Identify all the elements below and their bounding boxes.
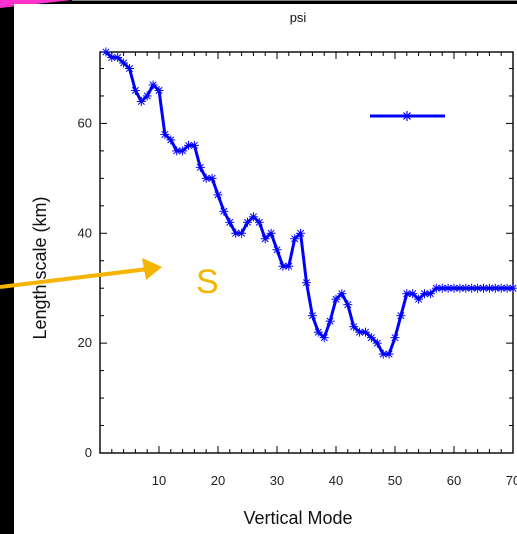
data-point xyxy=(325,316,335,326)
data-point xyxy=(219,206,229,216)
data-point xyxy=(349,322,359,332)
data-point xyxy=(302,278,311,288)
tick-labels: 10 20 30 40 50 60 70 0 20 40 60 xyxy=(78,115,517,488)
x-axis-title: Vertical Mode xyxy=(243,508,352,528)
y-tick-label: 20 xyxy=(78,335,92,350)
data-point xyxy=(307,311,317,321)
data-point xyxy=(243,217,252,227)
x-tick-label: 40 xyxy=(329,473,343,488)
data-point xyxy=(331,294,341,304)
data-point xyxy=(313,327,323,337)
data-point xyxy=(467,283,477,293)
data-point xyxy=(361,327,370,337)
data-point xyxy=(473,283,483,293)
data-point xyxy=(148,80,158,90)
data-point xyxy=(107,52,117,62)
overlay-arrow xyxy=(0,258,162,289)
overlay-letter: S xyxy=(196,263,219,301)
data-point xyxy=(343,300,353,310)
data-point xyxy=(290,234,300,244)
data-point xyxy=(260,234,270,244)
legend xyxy=(370,111,445,121)
data-point xyxy=(225,217,235,227)
data-point xyxy=(355,327,365,337)
data-point xyxy=(119,58,129,68)
chart-title: psi xyxy=(290,10,307,25)
x-tick-label: 30 xyxy=(270,473,284,488)
data-point xyxy=(142,91,152,101)
data-point xyxy=(113,52,123,62)
data-point xyxy=(178,146,188,156)
data-point xyxy=(372,338,382,348)
x-tick-label: 20 xyxy=(211,473,225,488)
data-point xyxy=(189,140,199,150)
tick-marks xyxy=(100,52,514,454)
data-point xyxy=(101,47,111,57)
series-layer xyxy=(101,47,517,359)
x-tick-label: 60 xyxy=(447,473,461,488)
data-point xyxy=(408,289,418,299)
x-tick-label: 10 xyxy=(152,473,166,488)
data-point xyxy=(284,261,294,271)
plot-frame xyxy=(99,51,514,454)
data-point xyxy=(237,228,247,238)
data-point xyxy=(136,96,146,106)
y-tick-label: 40 xyxy=(78,225,92,240)
y-tick-label: 60 xyxy=(78,115,92,130)
x-tick-label: 50 xyxy=(388,473,402,488)
data-point xyxy=(366,333,376,343)
data-point xyxy=(384,349,394,359)
data-point xyxy=(496,283,506,293)
data-point xyxy=(420,289,429,299)
figure-panel xyxy=(14,4,517,534)
data-point xyxy=(130,85,140,95)
data-point xyxy=(461,283,471,293)
data-point xyxy=(508,283,517,293)
data-point xyxy=(425,289,435,299)
data-point xyxy=(184,140,193,150)
data-point xyxy=(166,135,176,145)
data-point xyxy=(213,190,223,200)
data-point xyxy=(195,162,205,172)
data-point xyxy=(272,245,282,255)
data-point xyxy=(125,63,134,73)
y-tick-label: 0 xyxy=(85,445,92,460)
data-point xyxy=(378,349,388,359)
y-axis-title: Length scale (km) xyxy=(30,196,50,339)
data-point xyxy=(396,311,406,321)
data-point xyxy=(490,283,500,293)
data-point xyxy=(337,289,347,299)
data-point xyxy=(207,173,217,183)
data-point xyxy=(154,85,164,95)
data-point xyxy=(160,129,170,139)
data-point xyxy=(248,212,258,222)
data-point xyxy=(414,294,424,304)
data-point xyxy=(319,333,329,343)
data-point xyxy=(390,333,400,343)
data-point xyxy=(266,228,276,238)
legend-marker xyxy=(402,111,412,121)
data-point xyxy=(296,228,306,238)
data-point xyxy=(254,217,264,227)
x-tick-label: 70 xyxy=(506,473,517,488)
